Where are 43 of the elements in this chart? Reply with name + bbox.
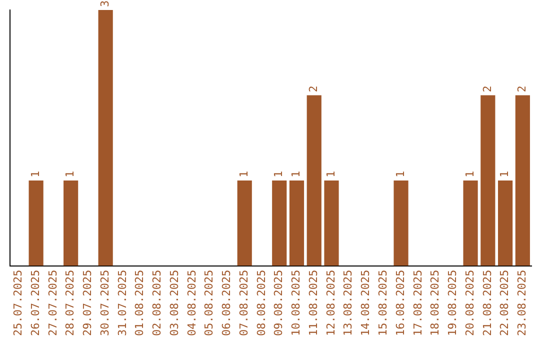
x-tick-label: 16.08.2025	[394, 270, 407, 336]
x-tick-label: 07.08.2025	[237, 270, 250, 336]
data-label: 1	[237, 170, 250, 178]
x-tick-label: 25.07.2025	[12, 270, 25, 336]
x-tick-label: 26.07.2025	[28, 270, 42, 336]
x-tick-label: 03.08.2025	[168, 270, 181, 336]
x-tick-label: 28.07.2025	[64, 270, 77, 336]
x-tick-label: 01.08.2025	[133, 270, 146, 336]
x-tick-label: 21.08.2025	[480, 270, 494, 336]
x-tick-label: 15.08.2025	[376, 270, 390, 336]
x-tick-label: 17.08.2025	[411, 270, 424, 336]
x-tick-label: 22.08.2025	[498, 270, 512, 336]
x-tick-label: 18.08.2025	[428, 270, 442, 336]
x-tick-label: 02.08.2025	[150, 270, 164, 336]
data-label: 1	[272, 170, 286, 178]
x-tick-label: 08.08.2025	[254, 270, 268, 336]
x-tick-label: 04.08.2025	[185, 270, 198, 336]
x-tick-label: 12.08.2025	[324, 270, 338, 336]
x-tick-label: 19.08.2025	[446, 270, 460, 336]
x-tick-label: 30.07.2025	[98, 270, 112, 336]
data-label: 1	[463, 170, 476, 178]
x-tick-label: 09.08.2025	[272, 270, 286, 336]
x-tick-label: 05.08.2025	[202, 270, 216, 336]
data-label: 1	[290, 170, 303, 178]
data-label: 1	[64, 170, 77, 178]
data-label: 1	[394, 170, 407, 178]
x-tick-label: 29.07.2025	[81, 270, 94, 336]
x-tick-label: 23.08.2025	[516, 270, 529, 336]
data-label: 3	[98, 0, 112, 7]
x-tick-label: 27.07.2025	[46, 270, 60, 336]
data-label: 1	[324, 170, 338, 178]
data-label: 1	[498, 170, 512, 178]
x-tick-label: 31.07.2025	[116, 270, 129, 336]
data-label: 2	[306, 86, 320, 92]
data-label: 1	[28, 170, 42, 178]
x-tick-label: 13.08.2025	[342, 270, 355, 336]
data-label: 2	[480, 86, 494, 92]
x-tick-label: 20.08.2025	[463, 270, 476, 336]
x-tick-label: 11.08.2025	[306, 270, 320, 336]
data-label: 2	[516, 86, 529, 92]
x-tick-label: 10.08.2025	[290, 270, 303, 336]
x-tick-label: 06.08.2025	[220, 270, 234, 336]
x-tick-label: 14.08.2025	[359, 270, 372, 336]
